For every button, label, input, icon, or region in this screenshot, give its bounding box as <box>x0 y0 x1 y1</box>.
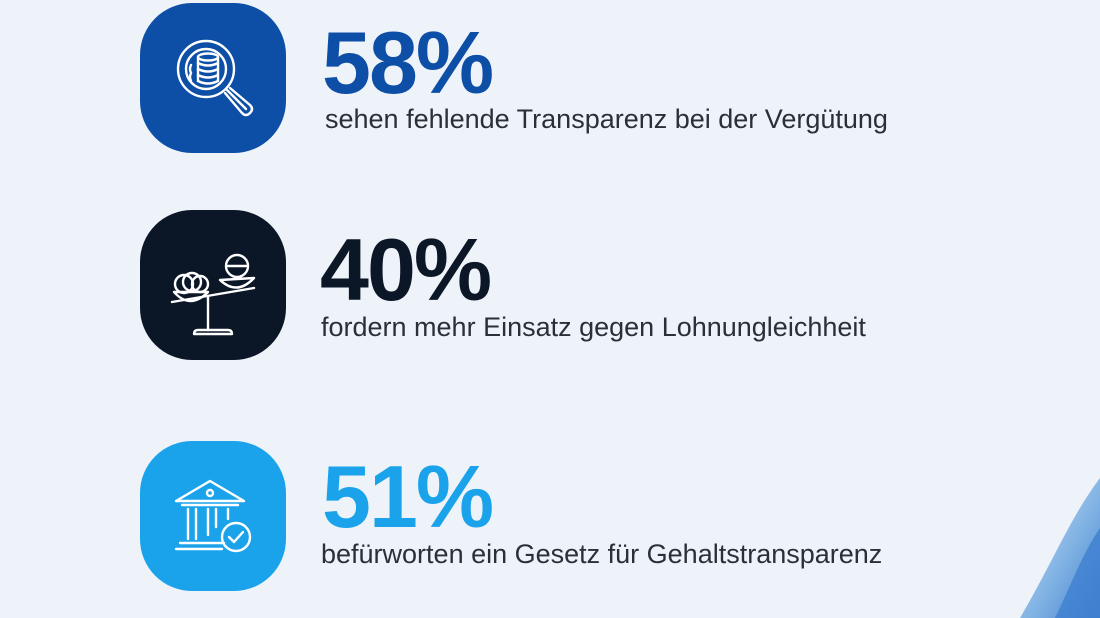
stat-description: sehen fehlende Transparenz bei der Vergü… <box>325 104 888 134</box>
magnifier-coins-icon <box>176 39 254 117</box>
stat-description: fordern mehr Einsatz gegen Lohnungleichh… <box>321 312 866 342</box>
scale-coins-icon <box>170 253 256 336</box>
stat-value: 40% <box>320 220 492 319</box>
stat-law: 51% befürworten ein Gesetz für Gehaltstr… <box>140 441 1020 591</box>
stat-pay-gap: 40% fordern mehr Einsatz gegen Lohnungle… <box>140 210 1020 360</box>
stat-value: 58% <box>322 13 494 112</box>
institution-check-icon <box>174 479 252 553</box>
icon-tile-scale <box>140 210 286 360</box>
stat-value: 51% <box>322 447 494 546</box>
icon-tile-institution <box>140 441 286 591</box>
stat-description: befürworten ein Gesetz für Gehaltstransp… <box>321 539 883 569</box>
icon-tile-magnifier <box>140 3 286 153</box>
corner-wave-decoration <box>1020 478 1100 618</box>
stat-transparency: 58% sehen fehlende Transparenz bei der V… <box>140 3 1020 153</box>
